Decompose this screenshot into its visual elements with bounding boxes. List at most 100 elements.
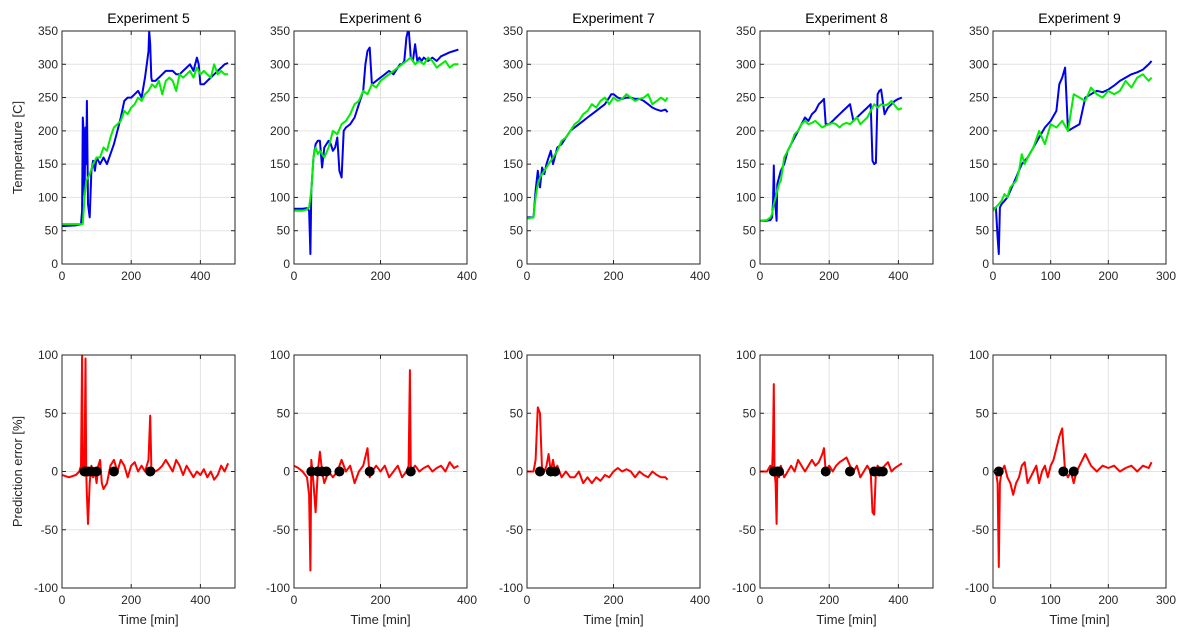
y-axis-label: Temperature [C] (10, 101, 25, 194)
y-tick-label: 100 (270, 348, 290, 362)
y-tick-label: -100 (34, 581, 58, 595)
event-marker (364, 466, 375, 477)
prediction-error-line (294, 369, 459, 572)
x-tick-label: 300 (1156, 269, 1176, 283)
plot-area (760, 31, 933, 264)
y-tick-label: -50 (41, 523, 59, 537)
y-tick-label: 0 (283, 465, 290, 479)
subplot-5: 0 100 200 300 0 50 100 150 200 250 300 350 Experimen… (969, 10, 1176, 283)
y-tick-label: 150 (270, 157, 290, 171)
y-tick-label: 350 (736, 24, 756, 38)
x-tick-label: 0 (291, 269, 298, 283)
subplot-title: Experiment 8 (805, 10, 888, 26)
y-tick-label: 100 (38, 348, 58, 362)
y-tick-label: 150 (736, 157, 756, 171)
x-tick-label: 200 (370, 593, 390, 607)
y-tick-label: 250 (503, 91, 523, 105)
event-marker (844, 466, 855, 477)
x-tick-label: 300 (1156, 593, 1176, 607)
x-axis-label: Time [min] (583, 612, 643, 627)
y-tick-label: 150 (969, 157, 989, 171)
measured-temperature-line (993, 60, 1153, 255)
x-tick-label: 200 (121, 593, 141, 607)
y-tick-label: 50 (277, 224, 291, 238)
y-tick-label: 300 (736, 57, 756, 71)
y-tick-label: 50 (510, 406, 524, 420)
y-tick-label: 100 (969, 348, 989, 362)
y-tick-label: 100 (503, 348, 523, 362)
plot-area (62, 31, 235, 264)
subplot-3: 0 200 400 0 50 100 150 200 250 300 350 Experiment 7 (503, 10, 710, 283)
subplot-9: 0 200 400 -100 -50 0 50 100 Time [min] (732, 348, 934, 627)
y-tick-label: 200 (270, 124, 290, 138)
x-tick-label: 200 (1098, 593, 1118, 607)
series-group (760, 88, 903, 222)
x-tick-label: 400 (690, 593, 710, 607)
x-tick-label: 400 (457, 593, 477, 607)
measured-temperature-line (294, 31, 459, 255)
y-tick-label: -50 (739, 523, 757, 537)
x-tick-label: 200 (121, 269, 141, 283)
event-marker (405, 466, 416, 477)
event-marker (534, 466, 545, 477)
series-group (993, 427, 1153, 568)
y-tick-label: 100 (38, 190, 58, 204)
measured-temperature-line (760, 88, 903, 222)
x-tick-label: 400 (190, 593, 210, 607)
y-tick-label: -100 (732, 581, 756, 595)
y-tick-label: 0 (749, 465, 756, 479)
x-tick-label: 200 (1098, 269, 1118, 283)
y-tick-label: 300 (503, 57, 523, 71)
plot-area (993, 31, 1166, 264)
y-tick-label: 50 (277, 406, 291, 420)
y-tick-label: 0 (749, 257, 756, 271)
y-tick-label: -100 (266, 581, 290, 595)
y-tick-label: 200 (38, 124, 58, 138)
measured-temperature-line (62, 31, 229, 228)
x-tick-label: 200 (819, 269, 839, 283)
x-axis-label: Time [min] (118, 612, 178, 627)
subplot-8: 0 200 400 -100 -50 0 50 100 Time [min] (499, 348, 710, 627)
y-tick-label: 350 (969, 24, 989, 38)
axes-box (61, 30, 236, 265)
y-tick-label: 300 (38, 57, 58, 71)
prediction-error-line (760, 383, 903, 525)
x-tick-label: 400 (888, 593, 908, 607)
y-tick-label: 0 (982, 257, 989, 271)
event-marker (334, 466, 345, 477)
y-tick-label: 0 (516, 257, 523, 271)
y-tick-label: 350 (270, 24, 290, 38)
y-tick-label: 50 (976, 406, 990, 420)
event-marker (91, 466, 102, 477)
x-tick-label: 0 (757, 593, 764, 607)
x-tick-label: 200 (819, 593, 839, 607)
y-tick-label: 50 (743, 406, 757, 420)
x-axis-label: Time [min] (816, 612, 876, 627)
y-tick-label: 100 (736, 190, 756, 204)
predicted-temperature-line (527, 93, 669, 220)
event-marker (145, 466, 156, 477)
x-tick-label: 400 (190, 269, 210, 283)
event-marker (820, 466, 831, 477)
x-tick-label: 400 (457, 269, 477, 283)
subplot-4: 0 200 400 0 50 100 150 200 250 300 350 Experiment 8 (736, 10, 934, 283)
y-tick-label: 200 (736, 124, 756, 138)
subplot-10: 0 100 200 300 -100 -50 0 50 100 Time [min] (965, 348, 1176, 627)
y-tick-label: 350 (38, 24, 58, 38)
x-tick-label: 0 (59, 269, 66, 283)
y-tick-label: 50 (976, 224, 990, 238)
x-tick-label: 0 (59, 593, 66, 607)
y-tick-label: 100 (270, 190, 290, 204)
y-tick-label: 250 (969, 91, 989, 105)
x-tick-label: 200 (603, 593, 623, 607)
series-group (62, 31, 229, 228)
series-group (760, 383, 903, 525)
y-tick-label: 350 (503, 24, 523, 38)
event-marker (774, 466, 785, 477)
y-tick-label: 0 (51, 465, 58, 479)
predicted-temperature-line (62, 63, 229, 226)
y-tick-label: 50 (510, 224, 524, 238)
subplot-1: 0 200 400 0 50 100 150 200 250 300 350 Experiment 5… (10, 10, 236, 283)
series-group (294, 369, 459, 572)
event-marker (1068, 466, 1079, 477)
